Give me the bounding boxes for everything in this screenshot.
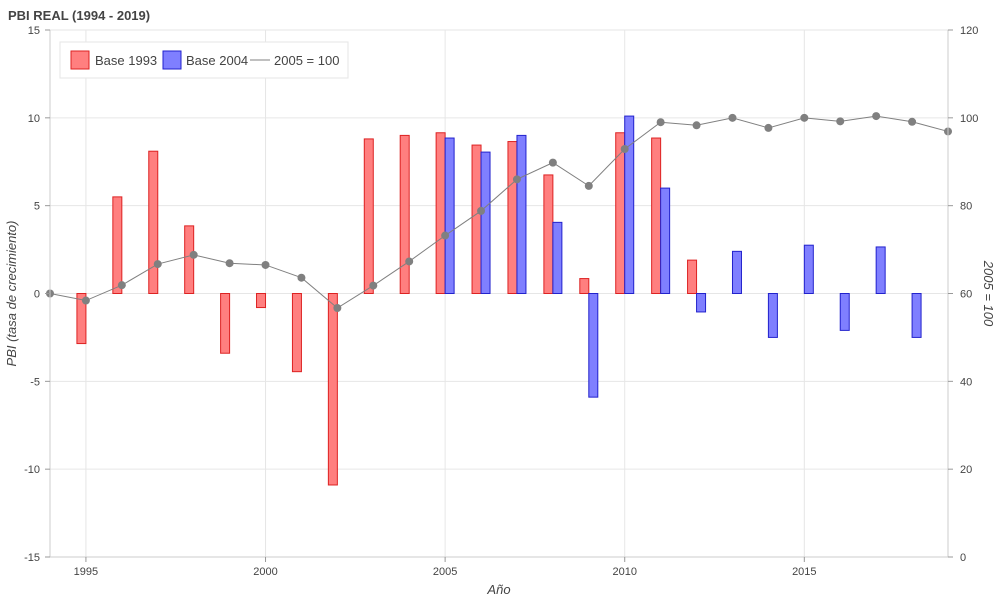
x-tick-label: 1995 [74, 566, 98, 578]
x-axis-label: Año [486, 582, 510, 597]
axes-layer: -15 -10 -5 0 5 10 15 0 20 40 60 80 100 120 1995 2000 200… [4, 25, 996, 597]
y2-tick-label: 60 [960, 289, 972, 301]
index-point [512, 175, 521, 184]
index-point [297, 273, 306, 282]
bars-layer [76, 115, 922, 486]
bar-base-2004 [911, 293, 922, 338]
y2-tick-label: 100 [960, 113, 978, 125]
index-point [548, 158, 557, 167]
index-point [117, 281, 126, 290]
bar-base-2004 [516, 134, 527, 294]
y2-tick-label: 80 [960, 201, 972, 213]
index-point [369, 281, 378, 290]
bar-base-1993 [148, 150, 159, 294]
bar-base-2004 [624, 115, 635, 295]
bar-base-1993 [363, 138, 374, 294]
bar-base-2004 [875, 246, 886, 294]
y2-tick-label: 0 [960, 552, 966, 564]
bar-base-2004 [552, 221, 563, 294]
index-point [800, 113, 809, 122]
index-point [764, 123, 773, 132]
index-point [153, 260, 162, 269]
y-tick-label: 15 [28, 25, 40, 37]
index-point [333, 303, 342, 312]
index-point [656, 118, 665, 127]
legend-label-base-2004: Base 2004 [186, 53, 248, 68]
bar-base-1993 [76, 293, 87, 345]
index-point [728, 113, 737, 122]
y2-tick-label: 20 [960, 464, 972, 476]
bar-base-2004 [839, 293, 850, 331]
bar-base-1993 [435, 132, 446, 294]
bar-base-1993 [651, 137, 662, 294]
index-point [405, 257, 414, 266]
index-point [477, 206, 486, 215]
bar-base-1993 [579, 278, 590, 294]
index-point [81, 296, 90, 305]
x-tick-label: 2010 [612, 566, 636, 578]
bar-base-2004 [696, 293, 707, 313]
y-tick-label: 10 [28, 113, 40, 125]
bar-base-1993 [256, 293, 267, 309]
legend-label-base-1993: Base 1993 [95, 53, 157, 68]
y-tick-label: -10 [24, 464, 40, 476]
bar-base-2004 [803, 244, 814, 294]
chart-title: PBI REAL (1994 - 2019) [8, 8, 151, 23]
bar-base-2004 [588, 293, 599, 398]
y2-axis-label: 2005 = 100 [981, 260, 996, 327]
x-tick-label: 2005 [433, 566, 457, 578]
legend-box [59, 41, 349, 79]
bar-base-1993 [399, 134, 410, 294]
bar-base-2004 [731, 250, 742, 294]
bar-base-2004 [767, 293, 778, 338]
bar-base-1993 [543, 174, 554, 294]
index-point [692, 121, 701, 130]
bar-base-1993 [220, 293, 231, 354]
bar-base-1993 [471, 144, 482, 294]
index-point [620, 145, 629, 154]
legend-swatch-base-1993 [70, 50, 90, 70]
index-point [584, 181, 593, 190]
index-point [872, 112, 881, 121]
y-tick-label: -15 [24, 552, 40, 564]
y-tick-label: -5 [30, 376, 40, 388]
x-tick-label: 2015 [792, 566, 816, 578]
y-tick-label: 0 [34, 289, 40, 301]
bar-base-1993 [291, 293, 302, 373]
index-point [836, 117, 845, 126]
bar-base-2004 [444, 137, 455, 294]
index-point [189, 250, 198, 259]
bar-base-1993 [112, 196, 123, 294]
index-point [261, 260, 270, 269]
index-point [908, 117, 917, 126]
bar-base-2004 [480, 151, 491, 294]
index-point [225, 259, 234, 268]
line-layer [46, 112, 952, 312]
bar-base-1993 [687, 259, 698, 294]
y2-tick-label: 120 [960, 25, 978, 37]
index-point [441, 231, 450, 240]
y-axis-label: PBI (tasa de crecimiento) [4, 221, 19, 367]
y2-tick-label: 40 [960, 376, 972, 388]
legend-label-2005: 2005 = 100 [274, 53, 339, 68]
y-tick-label: 5 [34, 201, 40, 213]
legend-swatch-base-2004 [162, 50, 182, 70]
bar-base-1993 [184, 225, 195, 294]
x-tick-label: 2000 [253, 566, 277, 578]
bar-base-1993 [507, 141, 518, 294]
bar-base-2004 [660, 187, 671, 295]
bar-base-1993 [327, 293, 338, 486]
legend: Base 1993 Base 2004 2005 = 100 [59, 41, 349, 79]
index-line [49, 115, 949, 309]
